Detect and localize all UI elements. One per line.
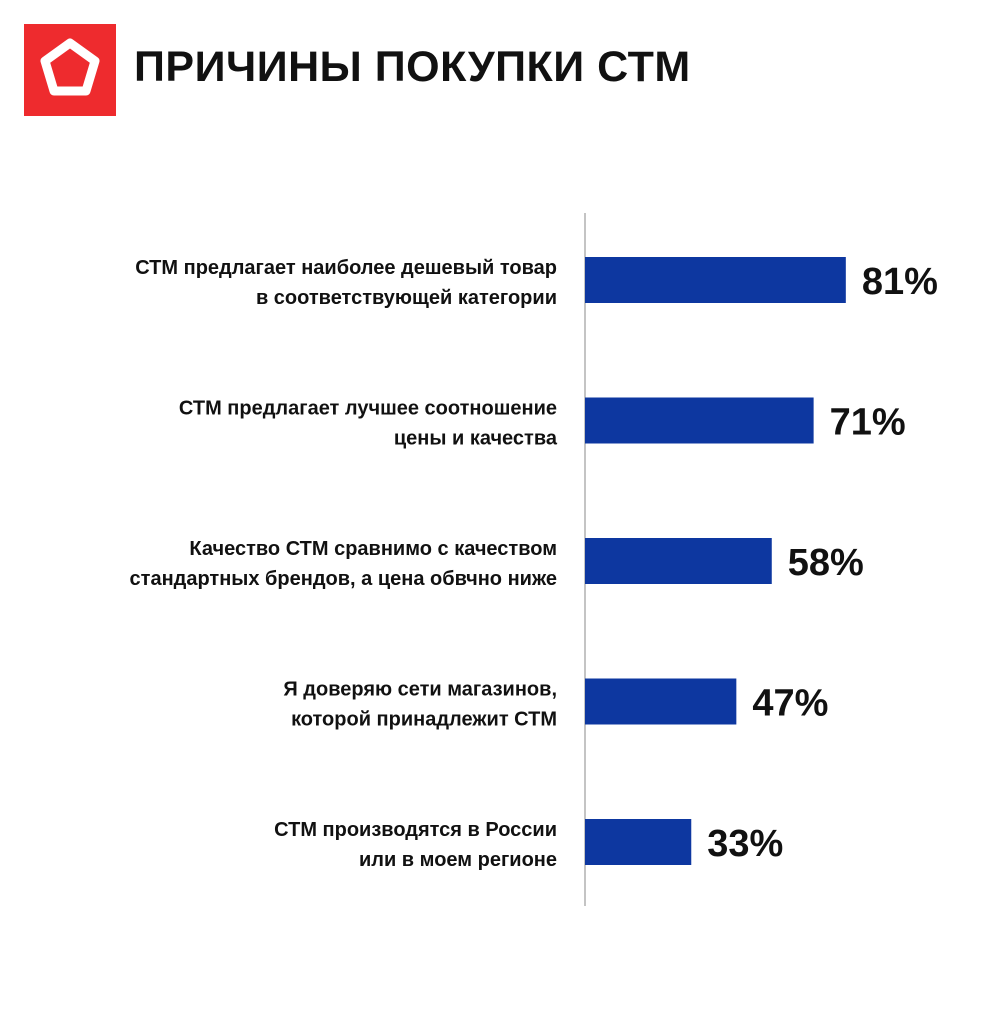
category-labels-group: СТМ предлагает наиболее дешевый товар в с… <box>130 257 558 871</box>
bar-2 <box>585 397 814 444</box>
bar-4 <box>585 678 737 725</box>
category-label-4-line-2: которой принадлежит СТМ <box>291 709 557 731</box>
page-title: ПРИЧИНЫ ПОКУПКИ СТМ <box>134 43 691 91</box>
bar-1 <box>585 257 846 303</box>
value-label-1: 81% <box>862 261 938 303</box>
category-label-3-line-1: Качество СТМ сравнимо с качеством <box>189 538 557 560</box>
bar-3 <box>585 538 772 584</box>
bar-5 <box>585 819 692 865</box>
category-label-2-line-1: СТМ предлагает лучшее соотношение <box>179 398 557 420</box>
bars-group <box>585 257 846 865</box>
category-label-1-line-2: в соответствующей категории <box>256 287 557 309</box>
category-label-3-line-2: стандартных брендов, а цена обвчно ниже <box>130 568 557 590</box>
value-label-3: 58% <box>788 542 864 584</box>
value-label-5: 33% <box>707 823 783 865</box>
pentagon-logo-icon <box>24 24 116 116</box>
category-label-1-line-1: СТМ предлагает наиболее дешевый товар <box>135 257 557 279</box>
category-label-2-line-2: цены и качества <box>394 428 558 450</box>
value-label-4: 47% <box>752 683 828 725</box>
value-label-2: 71% <box>830 402 906 444</box>
category-label-5-line-2: или в моем регионе <box>359 849 557 871</box>
category-label-4-line-1: Я доверяю сети магазинов, <box>283 679 557 701</box>
category-label-5-line-1: СТМ производятся в России <box>274 819 557 841</box>
value-labels-group: 81% 71% 58% 47% 33% <box>707 261 938 865</box>
